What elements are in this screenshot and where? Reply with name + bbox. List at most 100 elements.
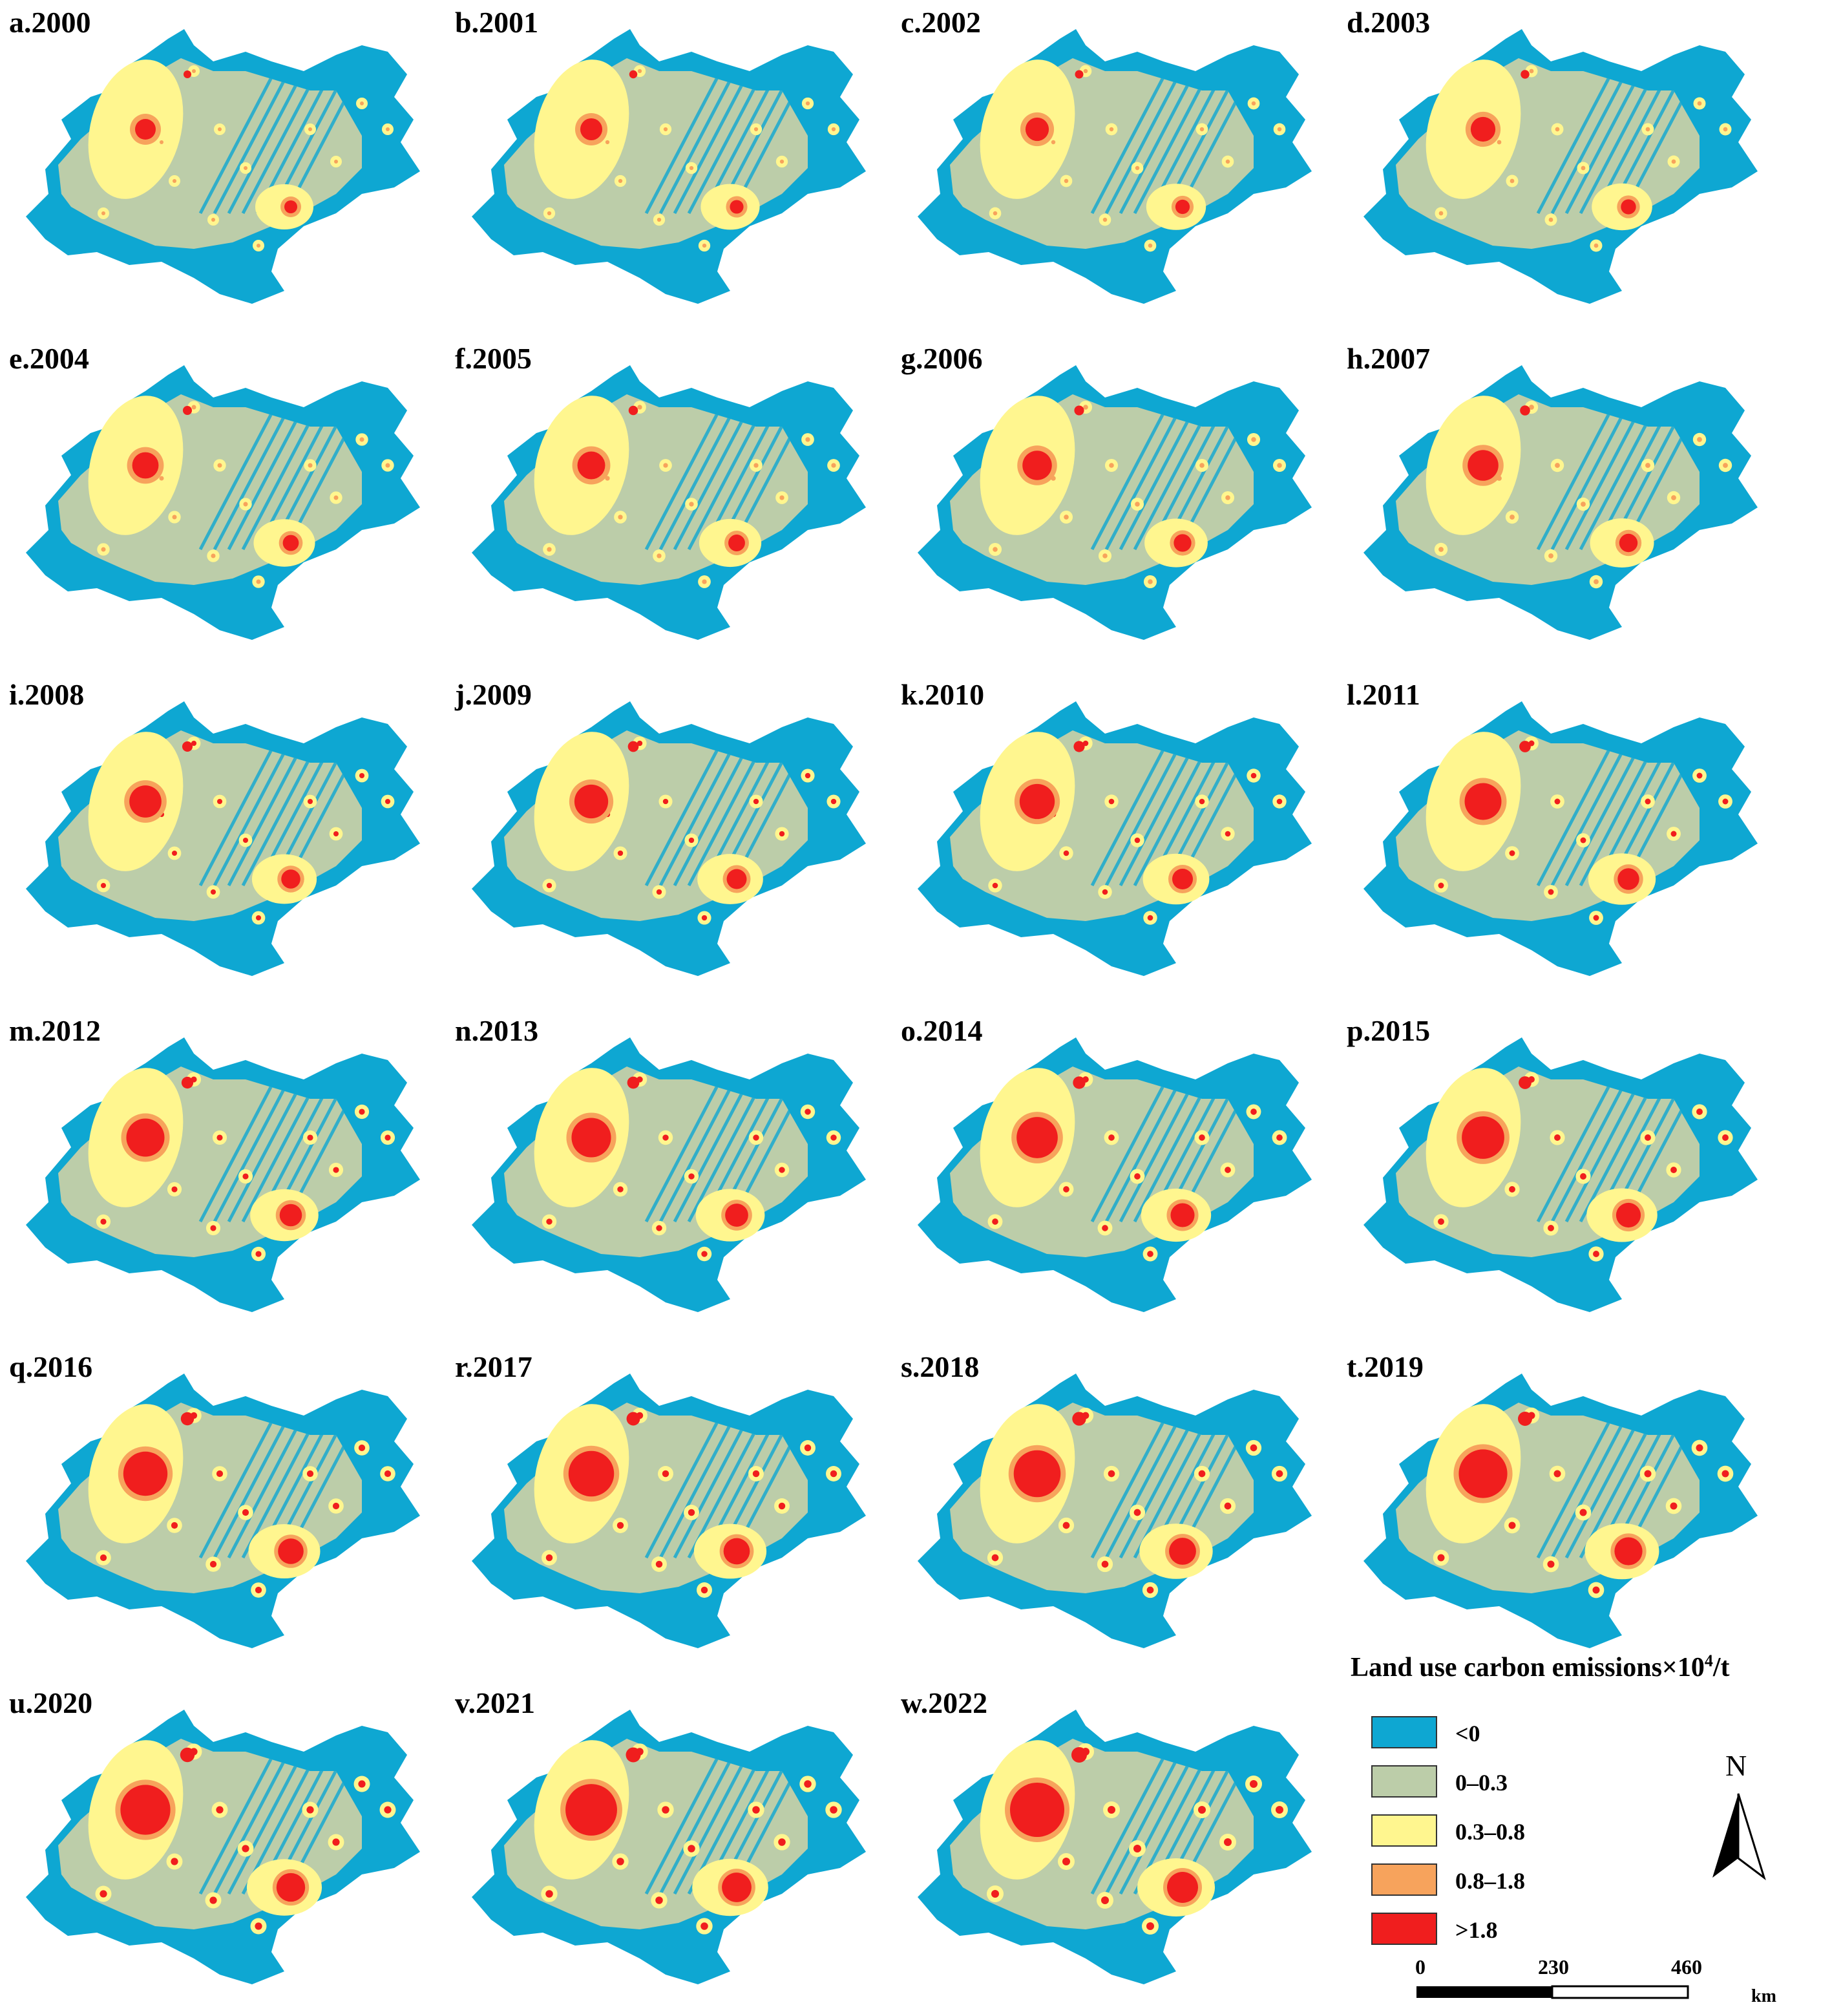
town-core: [1134, 1173, 1141, 1180]
town-core: [662, 1806, 669, 1814]
legend-swatch: [1371, 1913, 1437, 1945]
legend-item-0.8-1.8: 0.8–1.8: [1371, 1863, 1630, 1897]
ridge-stripe: [198, 412, 273, 551]
carbon-emission-map: [26, 29, 420, 304]
town-core: [753, 798, 759, 805]
ridge-stripe: [658, 1421, 733, 1559]
legend: Land use carbon emissions×104/t <0 0–0.3…: [1351, 1651, 1816, 2013]
town-core: [171, 1522, 178, 1529]
urban-core-northwest: [126, 1118, 165, 1157]
ridge-stripe: [198, 1757, 273, 1895]
town-core: [992, 1218, 998, 1225]
legend-swatch: [1371, 1863, 1437, 1896]
map-panel: k.2010: [892, 672, 1338, 1002]
town-core: [1133, 1845, 1141, 1852]
ridge-stripe: [1536, 76, 1611, 215]
town-core: [616, 1858, 624, 1865]
ridge-stripe: [213, 748, 288, 887]
ridge-stripe: [1133, 1085, 1208, 1223]
town-core: [805, 1109, 811, 1115]
ridge-stripe: [241, 76, 316, 215]
town-core: [209, 1560, 217, 1568]
ridge-stripe: [198, 76, 273, 215]
carbon-emission-map: [472, 365, 866, 640]
town-core: [637, 740, 643, 747]
carbon-emission-map: [472, 1374, 866, 1648]
ridge-stripe: [644, 748, 719, 887]
town-core: [1594, 243, 1599, 248]
urban-core-southeast: [279, 1204, 302, 1227]
town-core: [210, 889, 216, 895]
urban-core-southeast: [722, 1873, 752, 1902]
ridge-stripe: [1536, 1085, 1611, 1223]
urban-core-north: [627, 741, 639, 752]
urban-core-northwest: [1462, 1116, 1504, 1159]
carbon-emission-map: [918, 701, 1312, 976]
town-core: [545, 1554, 553, 1562]
town-core: [210, 1225, 216, 1231]
map-panel: w.2022: [892, 1681, 1338, 2010]
town-core: [1224, 1838, 1232, 1846]
town-core: [1225, 831, 1231, 837]
town-core: [1062, 1522, 1070, 1529]
ridge-stripe: [1090, 412, 1165, 551]
urban-core-north: [1519, 741, 1531, 752]
town-core: [1063, 1186, 1069, 1193]
town-core: [1251, 437, 1256, 442]
town-core: [334, 160, 338, 164]
urban-core-northwest: [1019, 783, 1055, 820]
urban-core-southeast: [282, 535, 299, 551]
ridge-stripe: [1119, 1421, 1194, 1559]
ridge-stripe: [1579, 748, 1654, 887]
town-core: [1510, 178, 1515, 184]
carbon-emission-map: [26, 1374, 420, 1648]
town-core: [1723, 127, 1728, 132]
urban-core-southeast: [1172, 868, 1194, 890]
ridge-stripe: [241, 412, 316, 551]
town-core: [605, 476, 610, 481]
town-core: [655, 1896, 663, 1904]
ridge-stripe: [673, 76, 748, 215]
town-core: [1224, 1502, 1232, 1510]
ridge-stripe: [1133, 412, 1208, 551]
town-core: [830, 1806, 837, 1814]
town-core: [1198, 1470, 1206, 1478]
urban-core-north: [1071, 1747, 1087, 1763]
town-core: [359, 1109, 365, 1115]
town-core: [662, 1470, 669, 1478]
urban-core-north: [628, 405, 638, 416]
town-core: [778, 1502, 786, 1510]
scale-bar: 0 230 460 km: [1415, 1955, 1777, 2007]
ridge-stripe: [687, 1085, 762, 1223]
panel-label: h.2007: [1347, 342, 1431, 375]
urban-core-north: [182, 405, 193, 416]
town-core: [1593, 915, 1599, 921]
ridge-stripe: [1119, 1757, 1194, 1895]
town-core: [688, 1509, 695, 1516]
carbon-emission-map: [918, 1710, 1312, 1984]
town-core: [753, 463, 759, 468]
carbon-emission-map: [918, 29, 1312, 304]
urban-core-northwest: [1016, 1117, 1058, 1158]
town-core: [1146, 1586, 1154, 1594]
town-core: [700, 1586, 708, 1594]
town-core: [993, 547, 998, 552]
ridge-stripe: [1104, 76, 1179, 215]
town-core: [191, 405, 196, 410]
ridge-stripe: [673, 1421, 748, 1559]
town-core: [257, 244, 260, 248]
carbon-emission-map: [1363, 1037, 1758, 1312]
ridge-stripe: [241, 1421, 316, 1559]
ridge-stripe: [644, 76, 719, 215]
urban-core-northwest: [1025, 117, 1049, 142]
ridge-stripe: [1550, 748, 1625, 887]
town-core: [1133, 1509, 1141, 1516]
carbon-emission-map: [26, 1037, 420, 1312]
legend-label: <0: [1455, 1721, 1480, 1746]
town-core: [173, 179, 176, 183]
town-core: [1051, 140, 1056, 145]
ridge-stripe: [658, 76, 733, 215]
town-core: [1696, 1109, 1703, 1115]
urban-core-north: [182, 741, 193, 752]
